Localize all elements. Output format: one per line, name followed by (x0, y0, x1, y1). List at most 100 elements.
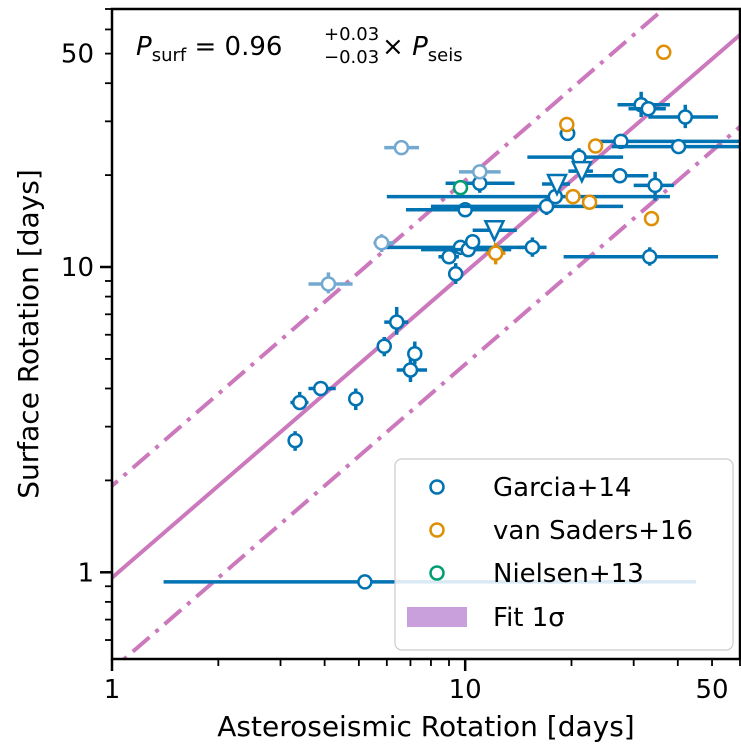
annotation-times: × Pseis (382, 32, 463, 66)
point-marker (291, 394, 308, 411)
fit-upper-line (112, 9, 667, 489)
data-point (581, 194, 598, 210)
data-point (447, 263, 464, 284)
legend-label: van Saders+16 (493, 516, 693, 546)
legend-entry: Fit 1σ (407, 603, 565, 633)
plot-area (112, 9, 740, 659)
point-marker (452, 179, 469, 196)
data-point (587, 138, 604, 154)
upper-limit-point (472, 219, 517, 244)
legend-fit-swatch (407, 607, 467, 627)
point-marker (357, 574, 373, 590)
point-marker (643, 210, 660, 227)
data-point (611, 138, 740, 155)
point-marker (538, 198, 555, 215)
data-point (643, 210, 660, 227)
data-point (458, 164, 501, 180)
upper-limit-point (541, 173, 570, 197)
point-marker (641, 249, 658, 265)
data-point (308, 272, 353, 294)
y-tick-label: 50 (61, 40, 94, 70)
series-1 (308, 139, 501, 294)
upper-limit-marker (483, 219, 506, 244)
data-point (527, 148, 624, 166)
data-point (438, 249, 459, 265)
data-point (628, 100, 666, 117)
point-marker (393, 139, 410, 156)
annotation-mid: = 0.96 (186, 32, 282, 62)
data-point (373, 234, 395, 252)
y-tick-label: 1 (77, 558, 94, 588)
annotation-times-sign: × (382, 32, 412, 62)
legend-marker (429, 479, 445, 495)
data-point (633, 171, 674, 201)
fit-lower-line (121, 124, 740, 659)
point-marker (565, 188, 581, 205)
x-tick-label: 1 (104, 675, 121, 705)
point-marker (487, 245, 504, 261)
point-marker (312, 380, 329, 397)
legend-label: Fit 1σ (493, 603, 565, 633)
legend-label: Garcia+14 (493, 473, 632, 503)
point-marker (287, 432, 303, 449)
point-marker (670, 138, 687, 155)
point-marker (464, 233, 481, 250)
data-point (376, 336, 392, 357)
annotation-err-plus: +0.03 (324, 24, 379, 45)
data-point (578, 168, 649, 184)
point-marker (612, 168, 628, 184)
y-axis-label: Surface Rotation [days] (12, 169, 45, 499)
point-marker (373, 235, 390, 251)
legend-entry: Garcia+14 (429, 473, 632, 503)
points-layer (163, 44, 740, 590)
annotation-p2: P (412, 32, 428, 62)
x-tick-label: 50 (695, 675, 728, 705)
data-point (406, 202, 538, 218)
data-point (559, 116, 575, 133)
point-marker (472, 164, 488, 180)
point-marker (656, 44, 672, 61)
data-point (648, 104, 719, 129)
data-point (486, 242, 506, 265)
data-point (287, 431, 303, 451)
upper-limit-point (568, 160, 593, 185)
fit-line (112, 32, 740, 581)
series-2 (486, 44, 672, 265)
point-marker (447, 266, 464, 282)
point-marker (640, 100, 657, 117)
x-tick-label: 10 (449, 675, 482, 705)
point-marker (559, 116, 575, 133)
legend: Garcia+14 van Saders+16 Nielsen+13 Fit 1σ (394, 458, 734, 651)
point-marker (388, 314, 405, 330)
point-marker (647, 177, 663, 194)
legend-entry: van Saders+16 (429, 516, 693, 546)
legend-entry: Nielsen+13 (429, 559, 644, 589)
fit-annotation: Psurf = 0.96 (136, 32, 282, 66)
data-point (384, 139, 419, 156)
data-point (386, 188, 670, 205)
data-point (452, 179, 469, 196)
y-tick-label: 10 (61, 253, 94, 283)
x-axis-label: Asteroseismic Rotation [days] (217, 710, 634, 743)
annotation-p1: P (136, 32, 152, 62)
legend-label: Nielsen+13 (493, 559, 644, 589)
point-marker (407, 345, 423, 362)
point-marker (587, 138, 604, 154)
data-point (384, 306, 409, 335)
point-marker (581, 194, 598, 210)
series-0 (163, 91, 740, 590)
data-point (565, 188, 581, 205)
point-marker (524, 239, 541, 256)
x-axis: 1 10 50 (104, 659, 741, 705)
data-point (407, 341, 423, 365)
annotation-sub-surf: surf (152, 45, 187, 66)
point-marker (441, 249, 457, 265)
annotation-sub-seis: seis (428, 45, 463, 66)
upper-limit-marker (570, 160, 593, 185)
annotation-err-minus: −0.03 (324, 47, 379, 68)
point-marker (348, 391, 364, 407)
legend-box (394, 458, 734, 651)
legend-marker (429, 565, 445, 581)
data-point (290, 391, 309, 411)
